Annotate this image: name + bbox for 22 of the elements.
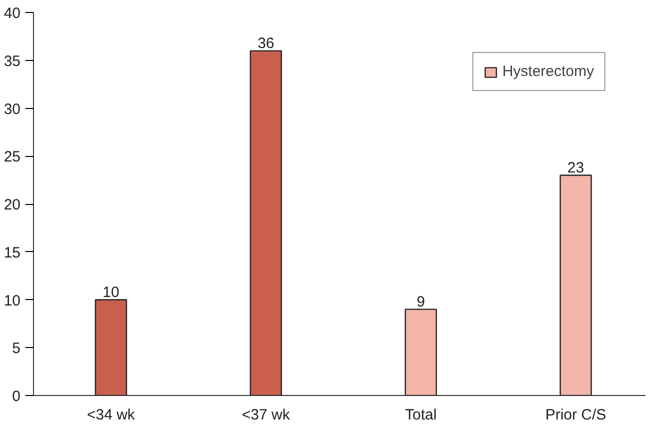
x-tick-label: <37 wk [242, 406, 290, 424]
data-label: 9 [416, 293, 426, 310]
data-label: 10 [102, 284, 120, 301]
y-tick-label: 20 [4, 196, 21, 214]
x-tick-label: <34 wk [86, 406, 136, 424]
bar [404, 308, 437, 396]
y-tick-label: 10 [4, 292, 21, 310]
y-tick-label: 40 [4, 5, 21, 22]
bar [94, 299, 128, 396]
y-tick-label: 15 [4, 244, 21, 262]
x-tick-label: Prior C/S [545, 406, 606, 424]
y-tick-label: 0 [12, 388, 20, 405]
y-tick-label: 25 [4, 148, 21, 166]
y-tick-label: 5 [12, 340, 20, 358]
y-tick-label: 30 [4, 100, 21, 118]
data-label: 23 [567, 159, 584, 176]
x-tick-label: Total [405, 406, 437, 424]
bar [250, 50, 282, 396]
data-label: 36 [258, 34, 274, 52]
bar [560, 174, 592, 396]
y-tick-label: 35 [4, 52, 21, 70]
legend-label: Hysterectomy [502, 63, 594, 80]
